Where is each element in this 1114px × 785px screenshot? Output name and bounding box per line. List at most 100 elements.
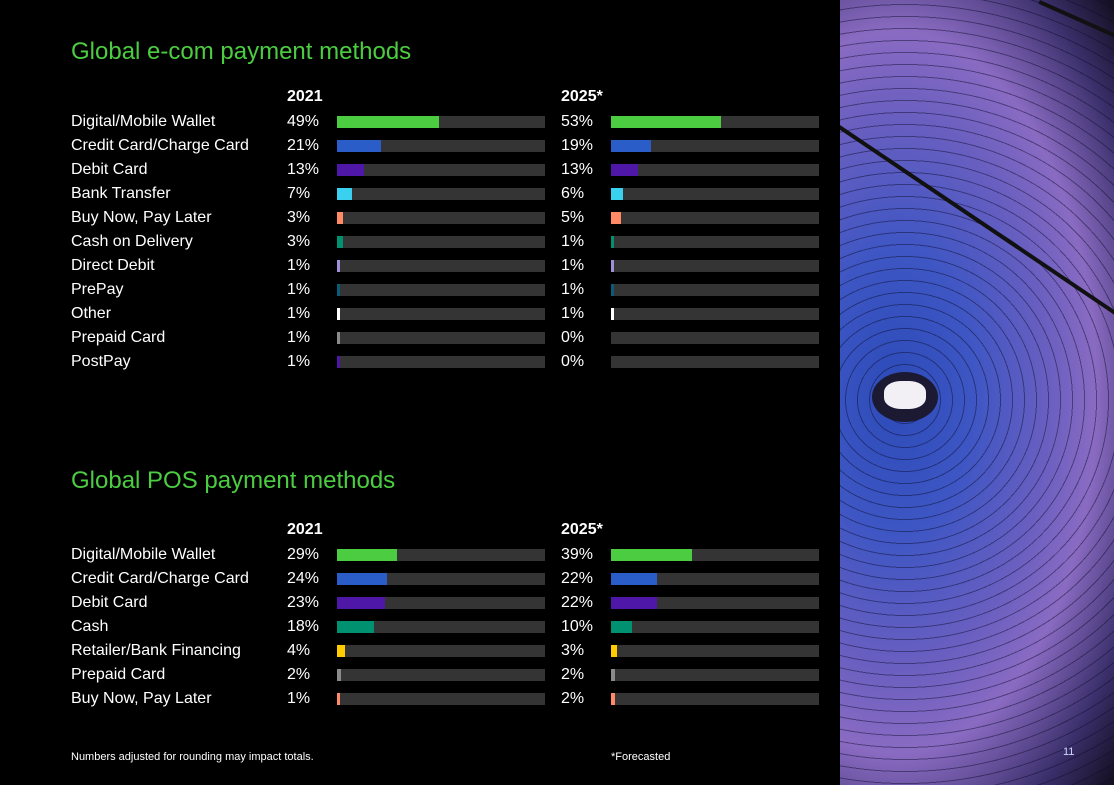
chart-row: Debit Card 23% 22% (0, 593, 840, 617)
chart-row: Digital/Mobile Wallet 49% 53% (0, 112, 840, 136)
bar-2021 (337, 188, 352, 200)
category-label: Retailer/Bank Financing (71, 642, 241, 659)
ecom-chart-title: Global e-com payment methods (71, 38, 412, 65)
bar-track (611, 356, 819, 368)
chart-row: Digital/Mobile Wallet 29% 39% (0, 545, 840, 569)
bar-2021 (337, 573, 387, 585)
category-label: Digital/Mobile Wallet (71, 546, 216, 563)
bar-track (611, 549, 819, 561)
category-label: Credit Card/Charge Card (71, 570, 249, 587)
bar-track (611, 645, 819, 657)
bar-track (337, 140, 545, 152)
bar-track (337, 164, 545, 176)
chart-row: Debit Card 13% 13% (0, 160, 840, 184)
bar-track (337, 693, 545, 705)
value-label: 2% (561, 666, 585, 683)
bar-2025 (611, 573, 657, 585)
value-label: 4% (287, 642, 311, 659)
value-label: 1% (561, 281, 585, 298)
bar-track (611, 621, 819, 633)
bar-2021 (337, 116, 439, 128)
bar-track (611, 669, 819, 681)
bar-2025 (611, 260, 614, 272)
value-label: 23% (287, 594, 320, 611)
bar-2021 (337, 284, 340, 296)
bar-2025 (611, 284, 614, 296)
value-label: 21% (287, 137, 320, 154)
bar-track (337, 645, 545, 657)
rounding-footnote: Numbers adjusted for rounding may impact… (71, 751, 314, 763)
bar-2021 (337, 693, 340, 705)
bar-2021 (337, 236, 344, 248)
value-label: 18% (287, 618, 320, 635)
bar-track (611, 573, 819, 585)
bar-track (337, 188, 545, 200)
category-label: Prepaid Card (71, 329, 166, 346)
bar-track (337, 308, 545, 320)
bar-2021 (337, 597, 385, 609)
bar-2021 (337, 356, 340, 368)
bar-track (611, 284, 819, 296)
value-label: 1% (561, 257, 585, 274)
category-label: Debit Card (71, 594, 148, 611)
chart-row: PostPay 1% 0% (0, 352, 840, 376)
value-label: 24% (287, 570, 320, 587)
value-label: 22% (561, 570, 594, 587)
value-label: 1% (287, 305, 311, 322)
bar-2025 (611, 140, 651, 152)
value-label: 3% (287, 209, 311, 226)
bar-2025 (611, 164, 639, 176)
value-label: 1% (561, 305, 585, 322)
bar-track (337, 284, 545, 296)
value-label: 5% (561, 209, 585, 226)
value-label: 1% (561, 233, 585, 250)
bar-track (611, 164, 819, 176)
bar-2025 (611, 116, 722, 128)
category-label: PrePay (71, 281, 124, 298)
bar-track (337, 356, 545, 368)
value-label: 0% (561, 353, 585, 370)
bar-2025 (611, 212, 622, 224)
chart-row: Credit Card/Charge Card 21% 19% (0, 136, 840, 160)
bar-track (611, 140, 819, 152)
bar-2025 (611, 236, 614, 248)
value-label: 19% (561, 137, 594, 154)
pos-chart-title: Global POS payment methods (71, 467, 396, 494)
bar-track (611, 693, 819, 705)
bar-track (337, 236, 545, 248)
value-label: 1% (287, 353, 311, 370)
bar-track (337, 597, 545, 609)
category-label: Other (71, 305, 112, 322)
bar-2021 (337, 669, 342, 681)
value-label: 3% (287, 233, 311, 250)
category-label: Cash (71, 618, 109, 635)
category-label: Debit Card (71, 161, 148, 178)
bar-track (337, 669, 545, 681)
bar-2025 (611, 308, 614, 320)
value-label: 1% (287, 690, 311, 707)
chart-row: Prepaid Card 1% 0% (0, 328, 840, 352)
bar-track (611, 188, 819, 200)
value-label: 53% (561, 113, 594, 130)
category-label: Prepaid Card (71, 666, 166, 683)
chart-row: Credit Card/Charge Card 24% 22% (0, 569, 840, 593)
chart-row: Retailer/Bank Financing 4% 3% (0, 641, 840, 665)
chart-row: Direct Debit 1% 1% (0, 256, 840, 280)
value-label: 13% (561, 161, 594, 178)
value-label: 2% (561, 690, 585, 707)
bar-2021 (337, 645, 346, 657)
page-number: 11 (1063, 746, 1075, 758)
value-label: 13% (287, 161, 320, 178)
bar-track (611, 597, 819, 609)
chart-row: Buy Now, Pay Later 3% 5% (0, 208, 840, 232)
chart-row: Prepaid Card 2% 2% (0, 665, 840, 689)
ecom-header-2021: 2021 (287, 88, 323, 105)
bar-2025 (611, 549, 693, 561)
value-label: 7% (287, 185, 311, 202)
category-label: Bank Transfer (71, 185, 171, 202)
value-label: 1% (287, 329, 311, 346)
pos-header-2021: 2021 (287, 521, 323, 538)
bar-2021 (337, 332, 340, 344)
bar-2021 (337, 164, 365, 176)
chart-row: Bank Transfer 7% 6% (0, 184, 840, 208)
